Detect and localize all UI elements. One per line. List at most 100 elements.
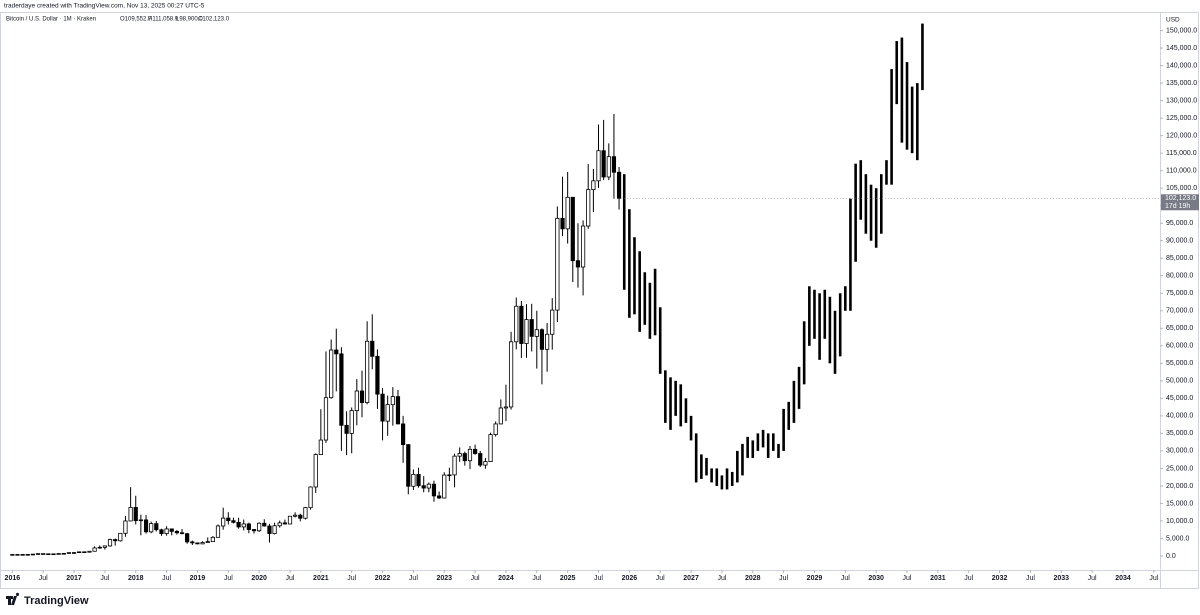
y-tick-label: 35,000.0 [1166,430,1193,437]
candle-body [323,397,329,441]
y-tick-label: 40,000.0 [1166,413,1193,420]
projection-bar [689,415,693,441]
x-tick-label: 2030 [868,575,884,582]
candle-body [154,523,159,531]
candle-body [169,528,174,532]
candle-body [246,523,251,530]
candle-body [447,474,452,477]
candle-body [221,517,226,527]
candle-body [102,545,107,548]
x-tick-label: Jul [532,575,541,582]
projection-bar [833,310,837,374]
candle-body [575,260,581,268]
projection-bar [756,433,760,451]
x-tick-label: Jul [409,575,418,582]
candle-body [215,525,221,538]
candle-body [226,517,231,522]
candle-body [519,305,524,344]
candle-body [41,553,46,555]
candle-body [164,528,169,535]
candle-body [591,180,596,190]
candle-body [390,396,395,406]
x-tick-label: Jul [1026,575,1035,582]
last-price-label: 102,123.0 [1165,195,1196,202]
candle-body [483,461,488,466]
projection-bar [725,468,729,490]
candle-body [416,473,421,487]
candle-body [534,329,539,337]
candle-body [437,495,442,499]
candle-body [205,541,210,544]
candle-body [354,390,359,412]
x-tick-label: 2016 [5,575,21,582]
projection-bar [633,237,636,315]
candle-body [56,553,61,555]
candle-body [143,519,149,533]
projection-bar [802,321,806,385]
y-tick-label: 30,000.0 [1166,448,1193,455]
x-tick-label: 2025 [560,575,576,582]
projection-bar [700,454,703,479]
x-tick-label: Jul [1149,575,1158,582]
candle-body [277,522,282,527]
candle-body [251,529,257,532]
candle-body [442,474,447,499]
projection-bar [823,289,827,339]
ohlc-high: H111,058.9 [148,17,179,23]
candle-body [359,390,365,403]
x-tick-label: Jul [100,575,109,582]
candle-body [179,532,185,535]
y-tick-label: 75,000.0 [1166,290,1193,297]
candle-body [560,217,565,230]
projection-bar [828,296,832,364]
candle-body [10,554,15,556]
candle-body [580,225,586,268]
y-tick-label: 135,000.0 [1166,80,1197,87]
projection-bar [916,83,919,161]
y-tick-label: 60,000.0 [1166,343,1193,350]
candle-body [107,539,113,547]
candle-body [133,507,138,522]
candle-body [287,515,293,525]
projection-bar [869,184,873,241]
y-tick-label: 10,000.0 [1166,518,1193,525]
x-tick-label: 2034 [1115,575,1131,582]
candle-body [529,319,534,337]
candle-body [426,483,431,489]
candle-body [20,554,25,556]
brand-icon [6,592,20,605]
candle-body [82,551,87,554]
x-tick-label: Jul [347,575,356,582]
bar-countdown: 17d 19h [1165,203,1190,210]
candle-body [365,340,370,403]
candle-body [488,434,493,462]
candle-body [555,217,560,311]
candle-body [586,189,591,227]
projection-bar [844,286,847,311]
projection-bar [895,41,899,105]
candle-body [395,396,401,425]
y-tick-label: 125,000.0 [1166,115,1197,122]
y-tick-label: 95,000.0 [1166,220,1193,227]
projection-bar [921,23,924,91]
last-price-tag [1161,194,1199,211]
x-tick-label: 2033 [1053,575,1069,582]
x-tick-label: Jul [903,575,912,582]
projection-bar [890,69,893,185]
projection-bar [782,408,785,451]
projection-bar [905,62,909,150]
candle-body [200,542,205,545]
projection-bar [679,384,683,427]
series [622,23,924,490]
candle-body [411,473,416,487]
x-tick-label: Jul [656,575,665,582]
candle-body [375,355,380,395]
candle-body [241,523,246,528]
series [10,113,622,556]
candle-body [565,196,570,230]
candle-body [545,333,550,350]
projection-bar [638,251,641,332]
y-tick-label: 85,000.0 [1166,255,1193,262]
candle-body [123,520,128,534]
x-tick-label: 2026 [622,575,638,582]
